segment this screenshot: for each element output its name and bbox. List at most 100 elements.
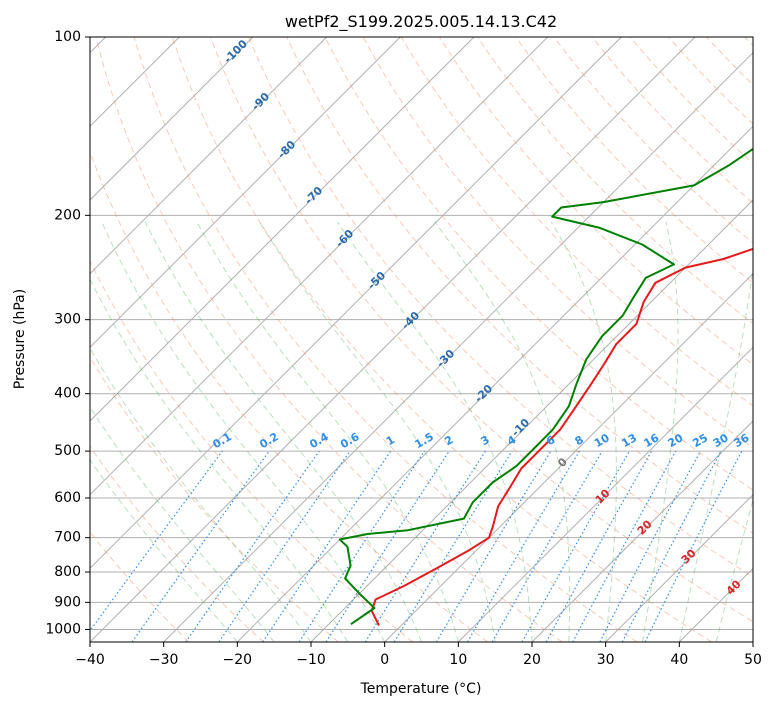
isotherm-line bbox=[90, 37, 622, 570]
y-tick-label: 700 bbox=[54, 530, 81, 546]
mixing-ratio-line bbox=[644, 450, 743, 642]
isotherm-line bbox=[90, 37, 328, 275]
dry-adiabat-line bbox=[171, 37, 712, 642]
dry-adiabat-label: -100 bbox=[221, 37, 250, 66]
isotherm-line bbox=[605, 493, 753, 642]
mixing-ratio-label: 0.2 bbox=[257, 430, 280, 451]
moist-adiabat-line bbox=[90, 459, 238, 642]
dry-adiabat-line bbox=[210, 37, 753, 623]
mixing-ratio-line bbox=[298, 450, 425, 642]
moist-adiabat-line bbox=[258, 221, 496, 642]
dry-adiabat-line bbox=[95, 37, 563, 642]
mixing-ratio-line bbox=[131, 450, 270, 642]
dry-adiabat-line bbox=[515, 37, 753, 284]
mixing-ratio-label: 36 bbox=[732, 431, 752, 450]
moist-adiabat-label: 20 bbox=[635, 517, 655, 537]
dewpoint-profile-line bbox=[338, 147, 753, 626]
data-layer bbox=[338, 147, 753, 627]
moist-adiabat-label: 0 bbox=[555, 455, 570, 470]
mixing-ratio-label: 2 bbox=[442, 433, 455, 448]
dry-adiabat-line bbox=[744, 37, 753, 47]
grid-layer bbox=[90, 37, 753, 642]
mixing-ratio-label: 30 bbox=[711, 431, 731, 450]
dry-adiabat-line bbox=[90, 259, 414, 642]
moist-adiabat-line bbox=[196, 221, 459, 642]
mixing-ratio-label: 20 bbox=[666, 431, 686, 450]
moist-adiabat-label: 10 bbox=[593, 486, 613, 506]
x-tick-label: 30 bbox=[597, 652, 615, 668]
x-tick-label: 0 bbox=[380, 652, 389, 668]
y-tick-label: 200 bbox=[54, 207, 81, 223]
isotherm-line bbox=[163, 51, 753, 642]
mixing-ratio-label: 1 bbox=[384, 433, 397, 448]
x-axis-label: Temperature (°C) bbox=[360, 681, 482, 697]
isotherm-line bbox=[236, 125, 753, 642]
dry-adiabat-line bbox=[90, 356, 339, 642]
y-tick-label: 600 bbox=[54, 490, 81, 506]
dry-adiabat-label: -30 bbox=[434, 347, 457, 370]
mixing-ratio-line bbox=[466, 450, 580, 642]
mixing-ratio-label: 0.4 bbox=[307, 430, 331, 451]
chart-title: wetPf2_S199.2025.005.14.13.C42 bbox=[285, 12, 557, 32]
dry-adiabat-line bbox=[706, 37, 753, 86]
dry-adiabat-line bbox=[90, 531, 190, 642]
x-tick-label: 50 bbox=[744, 652, 762, 668]
moist-adiabat-line bbox=[434, 221, 571, 642]
isotherm-line bbox=[90, 37, 549, 496]
y-tick-label: 500 bbox=[54, 443, 81, 459]
moist-adiabat-line bbox=[90, 347, 312, 642]
isotherm-line bbox=[384, 272, 753, 642]
dry-adiabat-line bbox=[90, 445, 264, 642]
mixing-ratio-line bbox=[90, 450, 223, 632]
line-label-layer: 0.1 0.2 0.4 0.6 1 1.5 2 3 4 6 8 10 13 16 20 25 30 36-100-… bbox=[210, 37, 751, 598]
dry-adiabat-label: -70 bbox=[302, 184, 325, 207]
mixing-ratio-line bbox=[435, 450, 552, 642]
y-tick-label: 800 bbox=[54, 564, 81, 580]
dry-adiabat-label: -50 bbox=[365, 269, 388, 292]
mixing-ratio-label: 0.1 bbox=[210, 430, 233, 451]
mixing-ratio-label: 8 bbox=[573, 433, 586, 448]
mixing-ratio-label: 16 bbox=[641, 431, 661, 450]
mixing-ratio-line bbox=[599, 450, 702, 642]
mixing-ratio-line bbox=[393, 450, 513, 642]
x-tick-label: −40 bbox=[75, 652, 105, 668]
mixing-ratio-line bbox=[521, 450, 631, 642]
moist-adiabat-line bbox=[90, 278, 349, 642]
mixing-ratio-line bbox=[325, 450, 450, 642]
mixing-ratio-label: 25 bbox=[690, 431, 710, 450]
x-tick-label: 10 bbox=[449, 652, 467, 668]
y-tick-label: 1000 bbox=[45, 621, 81, 637]
dry-adiabat-line bbox=[133, 37, 638, 642]
isotherm-line bbox=[90, 37, 475, 422]
mixing-ratio-line bbox=[262, 450, 392, 642]
dry-adiabat-label: -60 bbox=[333, 227, 356, 250]
dry-adiabat-label: -20 bbox=[472, 382, 495, 405]
y-tick-label: 100 bbox=[54, 29, 81, 45]
dry-adiabat-line bbox=[553, 37, 753, 244]
moist-adiabat-line bbox=[642, 221, 679, 642]
isotherm-line bbox=[90, 37, 401, 349]
moist-adiabat-line bbox=[144, 221, 422, 642]
isotherm-line bbox=[531, 420, 753, 642]
mixing-ratio-line bbox=[218, 450, 351, 642]
dry-adiabat-label: -90 bbox=[249, 90, 272, 113]
mixing-ratio-line bbox=[572, 450, 677, 642]
moist-adiabat-line bbox=[550, 221, 617, 642]
plot-frame bbox=[89, 36, 754, 643]
mixing-ratio-label: 1.5 bbox=[412, 430, 435, 451]
temperature-profile-line bbox=[370, 247, 753, 627]
x-tick-label: 40 bbox=[670, 652, 688, 668]
x-tick-label: −30 bbox=[149, 652, 179, 668]
x-tick-label: 20 bbox=[523, 652, 541, 668]
moist-adiabat-line bbox=[90, 406, 275, 642]
isotherm-line bbox=[90, 37, 696, 642]
tick-layer: −40 −30 −20 −10 0 10 20 30 40 5010020030040050060… bbox=[45, 29, 762, 668]
moist-adiabat-line bbox=[101, 221, 386, 642]
dry-adiabat-line bbox=[286, 37, 753, 534]
mixing-ratio-line bbox=[364, 450, 486, 642]
y-tick-label: 400 bbox=[54, 386, 81, 402]
dry-adiabat-line bbox=[248, 37, 753, 578]
x-tick-label: −20 bbox=[223, 652, 253, 668]
isotherm-line bbox=[310, 199, 753, 642]
